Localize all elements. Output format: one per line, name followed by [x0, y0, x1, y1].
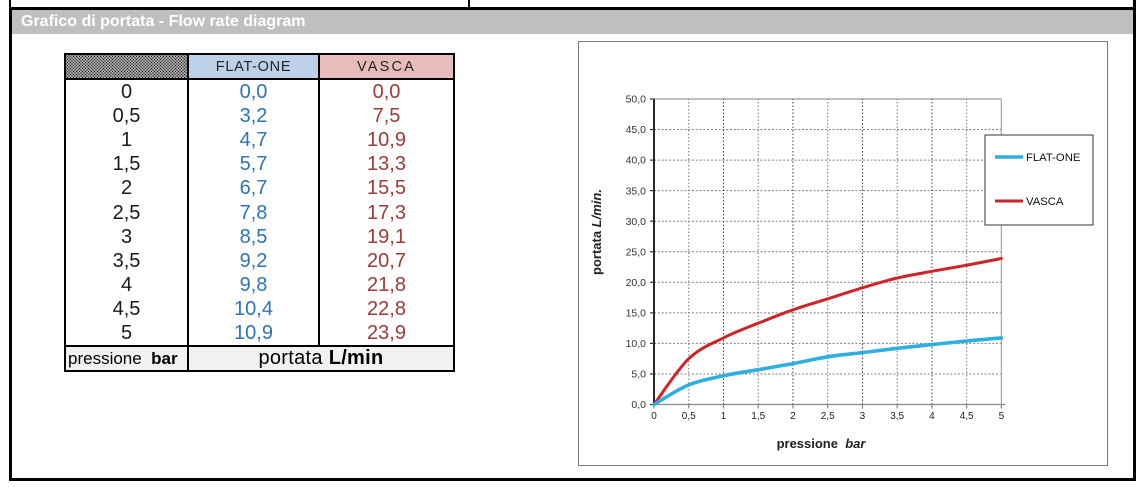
- svg-text:3,5: 3,5: [890, 411, 904, 422]
- svg-text:15,0: 15,0: [626, 307, 647, 319]
- svg-text:5,0: 5,0: [631, 369, 646, 381]
- svg-text:1: 1: [721, 411, 727, 422]
- svg-text:3: 3: [860, 411, 866, 422]
- svg-text:2: 2: [790, 411, 796, 422]
- svg-text:5: 5: [999, 411, 1005, 422]
- svg-text:2,5: 2,5: [821, 411, 835, 422]
- svg-text:4,5: 4,5: [960, 411, 974, 422]
- svg-text:4: 4: [929, 411, 935, 422]
- svg-text:45,0: 45,0: [626, 124, 647, 136]
- svg-text:0,5: 0,5: [682, 411, 696, 422]
- svg-text:0: 0: [651, 411, 657, 422]
- svg-text:0,0: 0,0: [631, 399, 646, 411]
- svg-text:FLAT-ONE: FLAT-ONE: [1026, 152, 1081, 164]
- svg-text:25,0: 25,0: [626, 246, 647, 258]
- svg-text:VASCA: VASCA: [1026, 196, 1064, 208]
- svg-text:pressione bar: pressione bar: [777, 436, 867, 451]
- svg-text:30,0: 30,0: [626, 216, 647, 228]
- svg-text:portata L/min.: portata L/min.: [589, 189, 604, 275]
- svg-text:35,0: 35,0: [626, 185, 647, 197]
- svg-text:10,0: 10,0: [626, 338, 647, 350]
- svg-text:1,5: 1,5: [751, 411, 765, 422]
- svg-text:40,0: 40,0: [626, 155, 647, 167]
- svg-text:20,0: 20,0: [626, 277, 647, 289]
- svg-text:50,0: 50,0: [626, 94, 647, 106]
